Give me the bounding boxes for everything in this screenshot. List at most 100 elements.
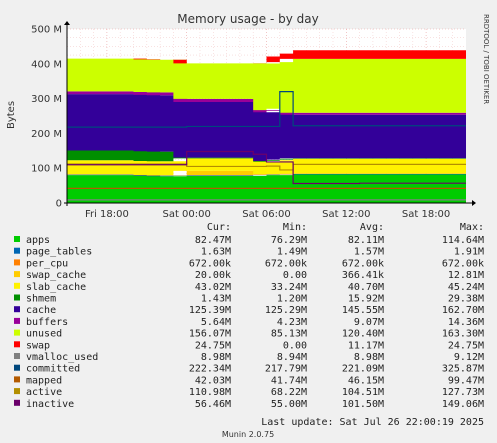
- line-active: [67, 163, 466, 171]
- legend-value: 0.00: [283, 340, 307, 351]
- legend-value: 82.47M: [195, 235, 231, 246]
- legend-swatch: [14, 329, 20, 336]
- y-tick-label: 200 M: [31, 129, 62, 140]
- legend-name: active: [26, 387, 62, 398]
- legend-value: 5.64M: [201, 317, 231, 328]
- legend-value: 149.06M: [442, 399, 484, 410]
- legend-swatch: [14, 236, 20, 242]
- legend-value: 1.49M: [277, 247, 307, 258]
- area-shmem: [67, 150, 466, 162]
- legend-value: 1.20M: [277, 294, 307, 305]
- legend-value: 1.57M: [354, 247, 384, 258]
- legend-value: 11.17M: [348, 340, 384, 351]
- legend-value: 217.79M: [265, 364, 307, 375]
- legend-swatch: [14, 364, 20, 371]
- legend-name: vmalloc_used: [26, 352, 98, 363]
- legend-swatch: [14, 376, 20, 383]
- x-tick-label: Sat 00:00: [162, 209, 210, 220]
- y-tick-label: 400 M: [31, 59, 62, 70]
- legend-value: 20.00k: [195, 270, 231, 281]
- legend-value: 55.00M: [271, 399, 307, 410]
- legend-value: 222.34M: [189, 364, 231, 375]
- legend-value: 12.81M: [448, 270, 484, 281]
- legend-value: 24.75M: [195, 340, 231, 351]
- axes: 0 100 M 200 M 300 M 400 M 500 M Fri 18:00 Sat 0…: [31, 21, 476, 220]
- legend-swatch: [14, 353, 20, 359]
- munin-footer: Munin 2.0.75: [222, 430, 274, 439]
- area-swap: [67, 50, 466, 64]
- legend-value: 162.70M: [442, 305, 484, 316]
- line-inactive: [67, 150, 466, 185]
- legend: Cur: Min: Avg: Max: apps 82.47M 76.29M 82.11M 11…: [14, 222, 484, 410]
- legend-name: slab_cache: [26, 282, 86, 293]
- legend-value: 127.73M: [442, 387, 484, 398]
- legend-value: 125.39M: [189, 305, 231, 316]
- legend-value: 125.29M: [265, 305, 307, 316]
- legend-value: 82.11M: [348, 235, 384, 246]
- legend-value: 29.38M: [448, 294, 484, 305]
- legend-swatch: [14, 259, 20, 266]
- legend-swatch: [14, 271, 20, 278]
- legend-name: apps: [26, 235, 50, 246]
- area-unused: [67, 58, 466, 113]
- legend-value: 4.23M: [277, 317, 307, 328]
- legend-name: committed: [26, 364, 80, 375]
- legend-value: 672.00k: [342, 258, 384, 269]
- legend-value: 156.07M: [189, 329, 231, 340]
- legend-swatch: [14, 282, 20, 289]
- area-per_cpu: [67, 173, 466, 176]
- legend-value: 33.24M: [271, 282, 307, 293]
- legend-value: 145.55M: [342, 305, 384, 316]
- legend-header: Cur:: [207, 222, 231, 233]
- last-update: Last update: Sat Jul 26 22:00:19 2025: [261, 417, 484, 428]
- legend-swatch: [14, 399, 20, 406]
- y-axis-arrow: [64, 21, 70, 25]
- legend-swatch: [14, 341, 20, 348]
- legend-swatch: [14, 317, 20, 324]
- legend-value: 1.63M: [201, 247, 231, 258]
- legend-name: buffers: [26, 317, 68, 328]
- legend-value: 85.13M: [271, 329, 307, 340]
- legend-name: swap_cache: [26, 270, 86, 281]
- legend-name: shmem: [26, 294, 56, 305]
- legend-value: 41.74M: [271, 375, 307, 386]
- x-tick-label: Sat 12:00: [322, 209, 370, 220]
- legend-value: 56.46M: [195, 399, 231, 410]
- legend-value: 8.94M: [277, 352, 307, 363]
- legend-value: 672.00k: [265, 258, 307, 269]
- legend-value: 14.36M: [448, 317, 484, 328]
- legend-value: 1.91M: [454, 247, 484, 258]
- legend-header: Avg:: [360, 222, 384, 233]
- legend-value: 110.98M: [189, 387, 231, 398]
- legend-value: 672.00k: [442, 258, 484, 269]
- legend-value: 104.51M: [342, 387, 384, 398]
- legend-value: 45.24M: [448, 282, 484, 293]
- legend-value: 40.70M: [348, 282, 384, 293]
- legend-value: 9.12M: [454, 352, 484, 363]
- y-tick-label: 300 M: [31, 94, 62, 105]
- legend-value: 0.00: [283, 270, 307, 281]
- legend-name: mapped: [26, 375, 62, 386]
- y-axis-label: Bytes: [6, 101, 17, 129]
- x-tick-label: Sat 06:00: [242, 209, 290, 220]
- legend-header: Max:: [460, 222, 484, 233]
- legend-value: 99.47M: [448, 375, 484, 386]
- legend-name: swap: [26, 340, 50, 351]
- x-tick-label: Sat 18:00: [402, 209, 450, 220]
- legend-value: 68.22M: [271, 387, 307, 398]
- line-series: [67, 91, 466, 201]
- legend-value: 101.50M: [342, 399, 384, 410]
- legend-value: 43.02M: [195, 282, 231, 293]
- y-tick-label: 100 M: [31, 164, 62, 175]
- area-cache: [67, 94, 466, 161]
- legend-value: 15.92M: [348, 294, 384, 305]
- legend-value: 114.64M: [442, 235, 484, 246]
- legend-value: 163.30M: [442, 329, 484, 340]
- legend-value: 46.15M: [348, 375, 384, 386]
- legend-value: 24.75M: [448, 340, 484, 351]
- legend-swatch: [14, 388, 20, 395]
- legend-name: page_tables: [26, 247, 92, 258]
- legend-swatch: [14, 294, 20, 301]
- legend-value: 76.29M: [271, 235, 307, 246]
